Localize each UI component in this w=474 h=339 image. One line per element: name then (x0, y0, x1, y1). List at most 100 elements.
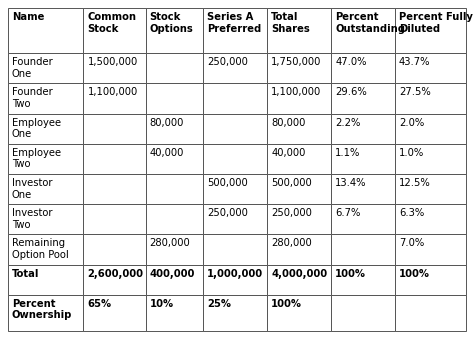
Bar (267, 204, 331, 234)
Bar (83, 53, 146, 83)
Bar (395, 234, 466, 264)
Text: 1,750,000: 1,750,000 (271, 57, 321, 67)
Text: 250,000: 250,000 (207, 208, 248, 218)
Bar (146, 174, 203, 204)
Bar (83, 264, 146, 295)
Text: 4,000,000: 4,000,000 (271, 268, 328, 279)
Text: 2,600,000: 2,600,000 (87, 268, 144, 279)
Text: 65%: 65% (87, 299, 111, 309)
Text: 6.3%: 6.3% (399, 208, 424, 218)
Bar (203, 114, 267, 144)
Bar (331, 8, 395, 53)
Bar (267, 264, 331, 295)
Text: Series A
Preferred: Series A Preferred (207, 12, 262, 34)
Bar (8, 83, 83, 114)
Text: 400,000: 400,000 (150, 268, 195, 279)
Bar (146, 8, 203, 53)
Text: 2.2%: 2.2% (335, 118, 360, 128)
Text: Total
Shares: Total Shares (271, 12, 310, 34)
Bar (203, 234, 267, 264)
Bar (331, 174, 395, 204)
Bar (146, 53, 203, 83)
Bar (203, 295, 267, 331)
Bar (331, 295, 395, 331)
Bar (395, 204, 466, 234)
Text: 80,000: 80,000 (271, 118, 306, 128)
Bar (83, 295, 146, 331)
Bar (331, 234, 395, 264)
Bar (83, 204, 146, 234)
Bar (395, 144, 466, 174)
Bar (267, 174, 331, 204)
Bar (395, 114, 466, 144)
Text: 280,000: 280,000 (150, 238, 191, 248)
Bar (331, 144, 395, 174)
Text: Name: Name (12, 12, 45, 22)
Bar (8, 204, 83, 234)
Bar (203, 8, 267, 53)
Text: 43.7%: 43.7% (399, 57, 430, 67)
Text: Investor
One: Investor One (12, 178, 53, 200)
Text: 250,000: 250,000 (207, 57, 248, 67)
Text: 80,000: 80,000 (150, 118, 184, 128)
Text: 2.0%: 2.0% (399, 118, 424, 128)
Text: 1,500,000: 1,500,000 (87, 57, 137, 67)
Text: 1.0%: 1.0% (399, 148, 424, 158)
Bar (83, 114, 146, 144)
Text: Total: Total (12, 268, 39, 279)
Text: Employee
Two: Employee Two (12, 148, 61, 170)
Bar (146, 234, 203, 264)
Text: 40,000: 40,000 (271, 148, 306, 158)
Bar (8, 114, 83, 144)
Text: 29.6%: 29.6% (335, 87, 367, 98)
Text: 6.7%: 6.7% (335, 208, 360, 218)
Bar (203, 204, 267, 234)
Bar (267, 114, 331, 144)
Bar (267, 234, 331, 264)
Text: 100%: 100% (399, 268, 430, 279)
Text: 250,000: 250,000 (271, 208, 312, 218)
Text: 13.4%: 13.4% (335, 178, 366, 188)
Text: 47.0%: 47.0% (335, 57, 366, 67)
Text: 100%: 100% (271, 299, 302, 309)
Text: 1,100,000: 1,100,000 (87, 87, 137, 98)
Text: Percent Fully
Diluted: Percent Fully Diluted (399, 12, 473, 34)
Bar (146, 204, 203, 234)
Text: Stock
Options: Stock Options (150, 12, 193, 34)
Text: 280,000: 280,000 (271, 238, 312, 248)
Bar (267, 144, 331, 174)
Text: 1,000,000: 1,000,000 (207, 268, 264, 279)
Bar (395, 8, 466, 53)
Bar (8, 234, 83, 264)
Text: 40,000: 40,000 (150, 148, 184, 158)
Bar (146, 264, 203, 295)
Bar (146, 83, 203, 114)
Text: 100%: 100% (335, 268, 366, 279)
Bar (8, 264, 83, 295)
Bar (267, 8, 331, 53)
Bar (331, 114, 395, 144)
Bar (203, 83, 267, 114)
Bar (331, 264, 395, 295)
Text: Remaining
Option Pool: Remaining Option Pool (12, 238, 69, 260)
Bar (8, 174, 83, 204)
Bar (8, 53, 83, 83)
Text: Percent
Ownership: Percent Ownership (12, 299, 73, 320)
Text: Founder
Two: Founder Two (12, 87, 53, 109)
Text: 27.5%: 27.5% (399, 87, 431, 98)
Bar (395, 83, 466, 114)
Bar (331, 83, 395, 114)
Bar (83, 174, 146, 204)
Bar (267, 53, 331, 83)
Bar (8, 144, 83, 174)
Bar (146, 114, 203, 144)
Bar (395, 264, 466, 295)
Bar (8, 8, 83, 53)
Text: 10%: 10% (150, 299, 173, 309)
Text: 500,000: 500,000 (271, 178, 312, 188)
Text: Investor
Two: Investor Two (12, 208, 53, 230)
Bar (203, 264, 267, 295)
Text: 1,100,000: 1,100,000 (271, 87, 321, 98)
Text: 7.0%: 7.0% (399, 238, 424, 248)
Bar (146, 295, 203, 331)
